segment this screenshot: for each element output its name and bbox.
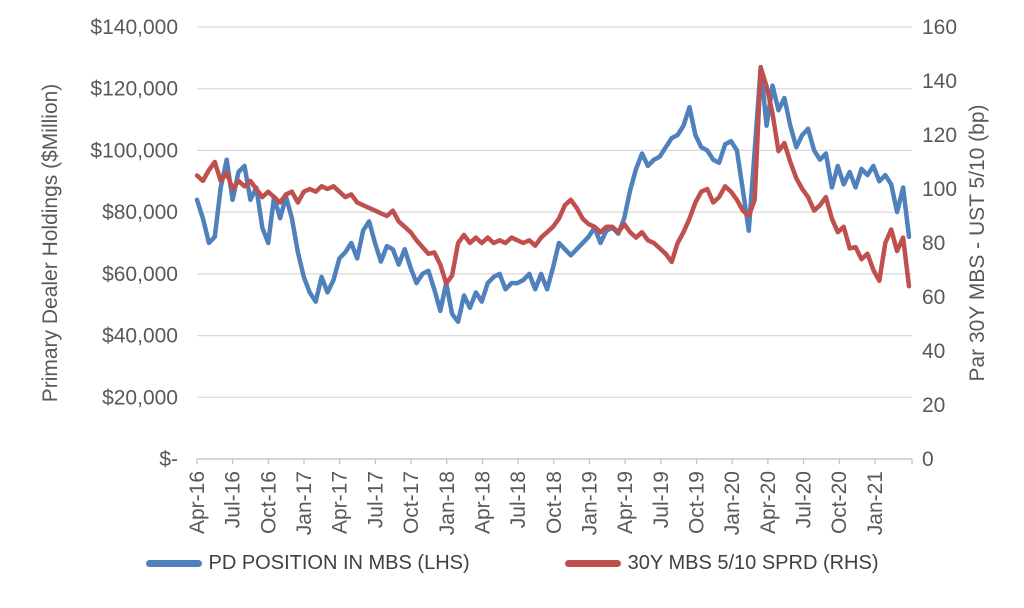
legend-swatch-pd-position-in-mbs: [145, 560, 202, 567]
chart-legend: PD POSITION IN MBS (LHS) 30Y MBS 5/10 SPR…: [0, 552, 1024, 575]
left-axis-tick-label: $-: [159, 448, 178, 471]
x-tick-label: Oct-20: [828, 471, 851, 534]
right-axis-tick-label: 40: [922, 340, 945, 363]
chart-canvas: Primary Dealer Holdings ($Million) Par 3…: [39, 16, 989, 535]
legend-item-pd-position-in-mbs: PD POSITION IN MBS (LHS): [145, 552, 470, 575]
left-axis-tick-label: $140,000: [90, 16, 178, 39]
right-axis-tick-label: 100: [922, 178, 957, 201]
left-axis-tick-label: $80,000: [102, 201, 178, 224]
right-axis-title: Par 30Y MBS - UST 5/10 (bp): [966, 104, 989, 381]
x-tick-label: Jul-16: [222, 471, 245, 528]
right-axis-tick-label: 80: [922, 232, 945, 255]
legend-label-mbs-spread: 30Y MBS 5/10 SPRD (RHS): [627, 552, 879, 574]
x-tick-label: Apr-17: [329, 471, 352, 534]
x-tick-label: Jan-21: [864, 471, 887, 535]
x-tick-label: Jan-18: [436, 471, 459, 535]
left-axis-tick-label: $120,000: [90, 78, 178, 101]
right-axis-tick-label: 0: [922, 448, 934, 471]
x-tick-label: Jan-20: [721, 471, 744, 535]
x-tick-label: Apr-18: [471, 471, 494, 534]
x-tick-label: Jul-17: [364, 471, 387, 528]
x-tick-label: Apr-16: [186, 471, 209, 534]
right-axis-tick-label: 120: [922, 124, 957, 147]
right-axis-tick-label: 60: [922, 286, 945, 309]
x-tick-label: Oct-16: [257, 471, 280, 534]
right-axis-tick-label: 160: [922, 16, 957, 39]
right-axis-tick-label: 140: [922, 70, 957, 93]
legend-swatch-mbs-spread: [564, 560, 621, 567]
x-tick-label: Oct-17: [400, 471, 423, 534]
x-tick-label: Jul-18: [507, 471, 530, 528]
series-line-mbs-spread: [194, 65, 912, 289]
right-axis-tick-label: 20: [922, 394, 945, 417]
left-axis-tick-label: $100,000: [90, 139, 178, 162]
left-axis-tick-label: $60,000: [102, 263, 178, 286]
left-axis-tick-label: $40,000: [102, 325, 178, 348]
x-tick-label: Oct-19: [686, 471, 709, 534]
left-axis-title: Primary Dealer Holdings ($Million): [39, 84, 62, 403]
x-tick-label: Apr-19: [614, 471, 637, 534]
left-axis-tick-label: $20,000: [102, 386, 178, 409]
x-tick-label: Apr-20: [757, 471, 780, 534]
x-tick-label: Oct-18: [543, 471, 566, 534]
legend-label-pd-position-in-mbs: PD POSITION IN MBS (LHS): [208, 552, 470, 574]
series-line-pd-position-in-mbs: [194, 64, 912, 324]
x-tick-label: Jan-19: [578, 471, 601, 535]
legend-item-mbs-spread: 30Y MBS 5/10 SPRD (RHS): [564, 552, 879, 575]
x-tick-label: Jan-17: [293, 471, 316, 535]
x-tick-label: Jul-19: [650, 471, 673, 528]
x-tick-label: Jul-20: [793, 471, 816, 528]
